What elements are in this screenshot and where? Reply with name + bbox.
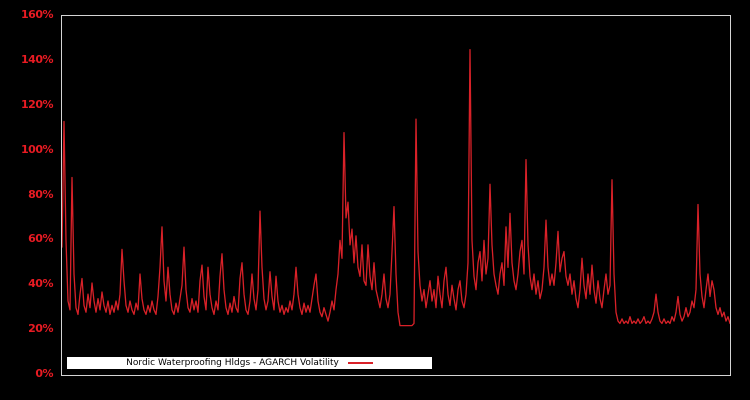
y-axis-tick-120: 120%: [21, 97, 53, 111]
y-axis-tick-0: 0%: [35, 367, 53, 380]
y-axis-tick-80: 80%: [28, 187, 53, 201]
y-axis-tick-60: 60%: [28, 232, 53, 246]
y-axis-tick-140: 140%: [21, 52, 53, 66]
volatility-series-line: [62, 49, 730, 327]
legend-label: Nordic Waterproofing Hldgs - AGARCH Vola…: [126, 358, 339, 368]
y-axis-tick-160: 160%: [21, 8, 53, 21]
plot-area: [61, 15, 731, 376]
volatility-line-chart: [62, 49, 730, 327]
legend-line-sample-icon: [347, 362, 373, 364]
y-axis-tick-20: 20%: [28, 322, 53, 336]
legend: Nordic Waterproofing Hldgs - AGARCH Vola…: [67, 357, 432, 369]
y-axis-tick-100: 100%: [21, 142, 53, 156]
y-axis-tick-40: 40%: [28, 277, 53, 291]
